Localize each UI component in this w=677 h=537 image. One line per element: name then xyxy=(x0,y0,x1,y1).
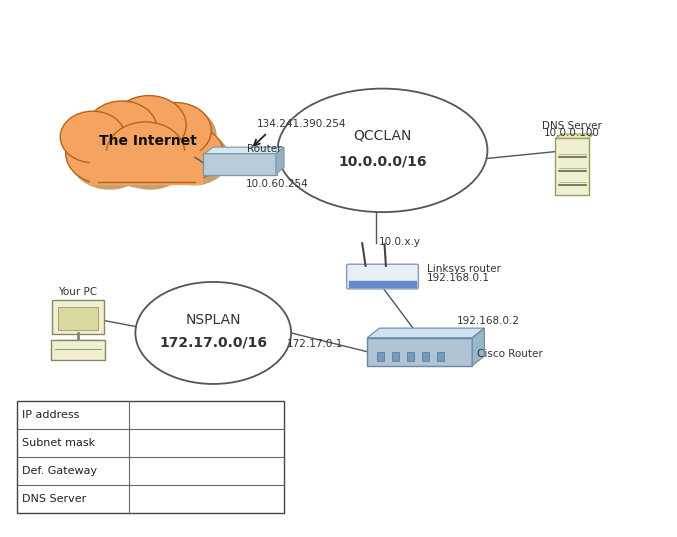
FancyBboxPatch shape xyxy=(58,307,98,330)
Circle shape xyxy=(87,101,157,157)
Polygon shape xyxy=(393,352,399,361)
Text: QCCLAN: QCCLAN xyxy=(353,128,412,142)
Polygon shape xyxy=(437,352,444,361)
Text: NSPLAN: NSPLAN xyxy=(185,313,241,326)
Circle shape xyxy=(105,128,179,187)
Polygon shape xyxy=(367,328,485,338)
Circle shape xyxy=(60,111,125,163)
Text: Cisco Router: Cisco Router xyxy=(477,350,543,359)
Text: Subnet mask: Subnet mask xyxy=(22,438,95,448)
FancyBboxPatch shape xyxy=(90,151,202,184)
Text: 10.0.0.100: 10.0.0.100 xyxy=(544,128,600,138)
FancyBboxPatch shape xyxy=(347,264,418,289)
Circle shape xyxy=(106,122,185,184)
Text: 172.17.0.1: 172.17.0.1 xyxy=(286,339,343,349)
Polygon shape xyxy=(204,147,284,154)
Text: 192.168.0.1: 192.168.0.1 xyxy=(427,273,489,282)
Circle shape xyxy=(65,116,130,168)
Text: Def. Gateway: Def. Gateway xyxy=(22,466,97,476)
Text: Your PC: Your PC xyxy=(58,287,97,296)
Text: 134.241.390.254: 134.241.390.254 xyxy=(257,119,346,128)
Ellipse shape xyxy=(135,282,291,384)
Polygon shape xyxy=(349,281,416,287)
FancyBboxPatch shape xyxy=(52,300,104,334)
Polygon shape xyxy=(422,352,429,361)
Text: 192.168.0.2: 192.168.0.2 xyxy=(457,316,520,325)
Text: 10.0.x.y: 10.0.x.y xyxy=(379,237,421,246)
Text: 10.0.60.254: 10.0.60.254 xyxy=(246,179,309,189)
Text: Linksys router: Linksys router xyxy=(427,264,500,273)
Circle shape xyxy=(160,131,228,185)
Circle shape xyxy=(112,96,186,155)
FancyBboxPatch shape xyxy=(17,401,284,513)
Polygon shape xyxy=(556,134,594,139)
Text: 10.0.0.0/16: 10.0.0.0/16 xyxy=(338,154,427,168)
Ellipse shape xyxy=(278,89,487,212)
Polygon shape xyxy=(276,147,284,174)
Circle shape xyxy=(135,126,206,182)
FancyBboxPatch shape xyxy=(204,153,278,175)
Polygon shape xyxy=(367,338,473,366)
Circle shape xyxy=(116,100,191,159)
Text: The Internet: The Internet xyxy=(99,134,196,148)
Polygon shape xyxy=(408,352,414,361)
Circle shape xyxy=(111,127,190,189)
Circle shape xyxy=(141,103,211,158)
Text: 172.17.0.0/16: 172.17.0.0/16 xyxy=(159,336,267,350)
Polygon shape xyxy=(378,352,385,361)
Polygon shape xyxy=(473,328,485,366)
Circle shape xyxy=(91,106,162,162)
Circle shape xyxy=(146,107,216,163)
Circle shape xyxy=(70,127,149,189)
Circle shape xyxy=(66,122,144,184)
Text: DNS Server: DNS Server xyxy=(542,121,602,132)
FancyBboxPatch shape xyxy=(555,138,589,195)
Text: DNS Server: DNS Server xyxy=(22,494,87,504)
Circle shape xyxy=(156,126,223,180)
FancyBboxPatch shape xyxy=(51,340,105,360)
Text: IP address: IP address xyxy=(22,410,80,420)
Circle shape xyxy=(131,121,201,177)
Text: Router: Router xyxy=(247,144,282,154)
Circle shape xyxy=(100,124,175,183)
